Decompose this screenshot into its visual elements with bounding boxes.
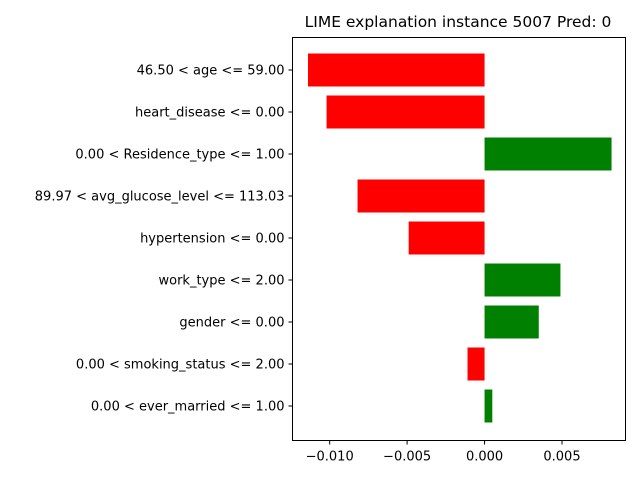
- y-tick-label-5: work_type <= 2.00: [159, 274, 285, 289]
- chart-title: LIME explanation instance 5007 Pred: 0: [305, 13, 612, 31]
- bar-6: [484, 305, 539, 339]
- x-tick-label-0: −0.010: [306, 450, 354, 465]
- y-tick-label-7: 0.00 < smoking_status <= 2.00: [76, 358, 285, 373]
- x-tick-label-2: 0.000: [466, 450, 503, 465]
- y-tick-labels: 46.50 < age <= 59.00 heart_disease <= 0.0…: [35, 64, 293, 415]
- y-tick-label-1: heart_disease <= 0.00: [135, 106, 285, 121]
- y-tick-label-4: hypertension <= 0.00: [140, 232, 284, 247]
- y-tick-label-8: 0.00 < ever_married <= 1.00: [91, 400, 285, 415]
- bar-4: [408, 221, 485, 255]
- bar-8: [484, 389, 493, 423]
- y-tick-label-0: 46.50 < age <= 59.00: [137, 64, 285, 79]
- bar-2: [484, 137, 612, 171]
- x-tick-label-1: −0.005: [383, 450, 431, 465]
- x-tick-label-3: 0.005: [543, 450, 580, 465]
- y-tick-label-6: gender <= 0.00: [179, 316, 284, 331]
- bar-3: [357, 179, 485, 213]
- plot-frame: [292, 37, 626, 441]
- x-ticks: −0.010 −0.005 0.000 0.005: [306, 440, 581, 465]
- bar-1: [326, 95, 485, 129]
- bar-5: [484, 263, 561, 297]
- y-tick-label-3: 89.97 < avg_glucose_level <= 113.03: [35, 190, 285, 205]
- bars-group: [307, 53, 612, 423]
- bar-7: [467, 347, 485, 381]
- bar-0: [307, 53, 485, 87]
- y-tick-label-2: 0.00 < Residence_type <= 1.00: [75, 148, 284, 163]
